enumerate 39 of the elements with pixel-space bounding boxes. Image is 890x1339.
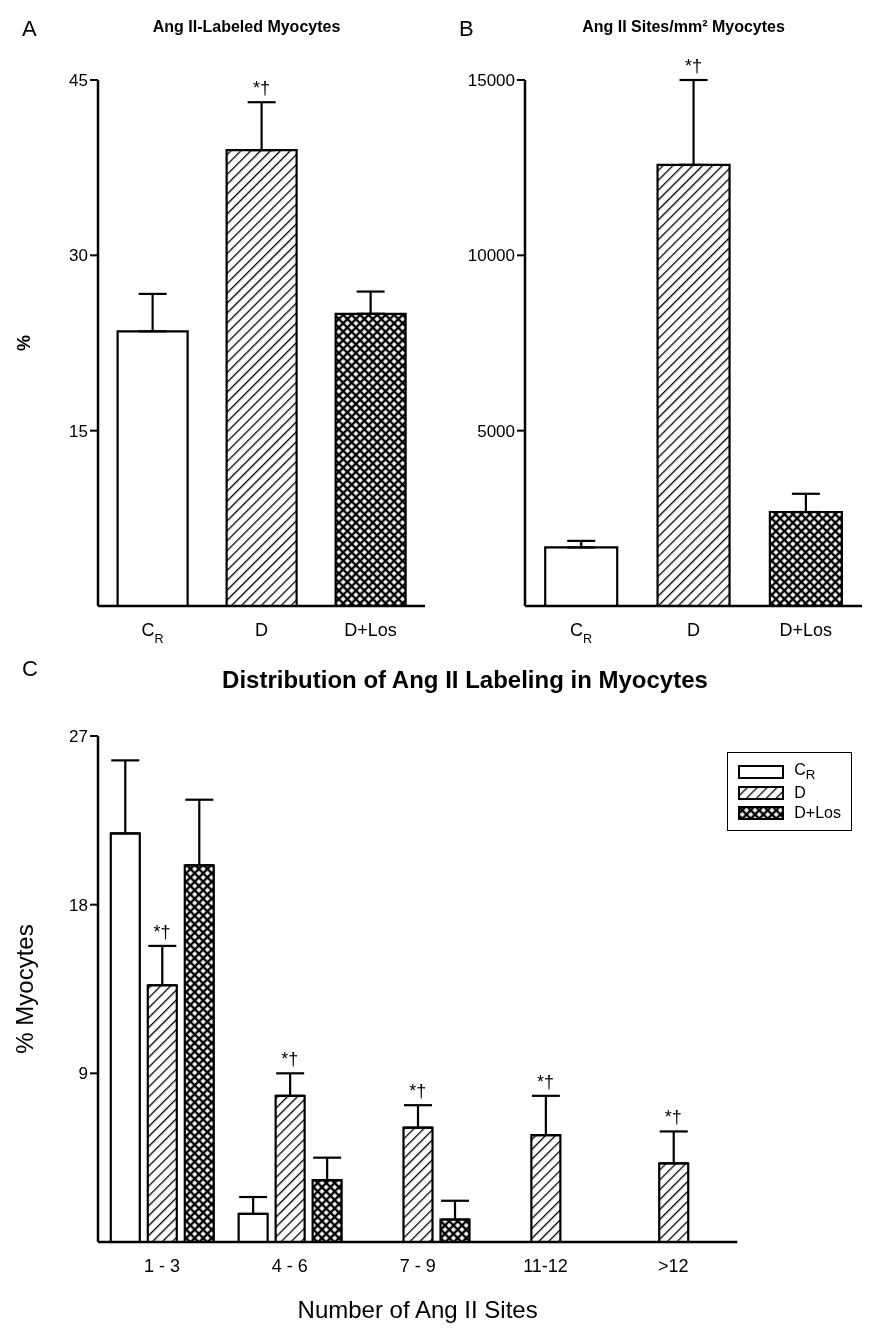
x-tick-label: D — [255, 620, 268, 640]
legend-label: C$_{R}$ — [794, 761, 816, 783]
text: A — [22, 16, 37, 42]
y-tick-label: 27 — [69, 727, 88, 747]
x-tick-label: C$_{R}$ — [141, 620, 164, 646]
x-tick-label: D+Los — [344, 620, 397, 640]
y-axis-title: % — [14, 334, 35, 352]
y-axis-title: % Myocytes — [10, 924, 38, 1054]
annotation: *† — [281, 1049, 299, 1070]
text: C — [22, 656, 38, 682]
annotation: *† — [252, 78, 271, 99]
y-tick-label: 10000 — [467, 246, 515, 266]
x-tick-label: 1 - 3 — [143, 1256, 180, 1276]
y-tick-label: 15 — [69, 421, 88, 441]
y-tick-label: 15000 — [467, 71, 515, 91]
x-tick-label: 11-12 — [523, 1256, 568, 1276]
y-tick-label: 5000 — [477, 421, 515, 441]
y-tick-label: 30 — [69, 246, 88, 266]
legend-label: D+Los — [794, 804, 841, 823]
annotation: *† — [664, 1107, 682, 1128]
chart-title: Distribution of Ang II Labeling in Myocytes — [222, 666, 708, 693]
x-tick-label: D — [687, 620, 700, 640]
y-tick-label: 45 — [69, 71, 88, 91]
x-tick-label: 7 - 9 — [399, 1256, 436, 1276]
legend-label: D — [794, 784, 806, 803]
chart-title: Ang II Sites/mm² Myocytes — [582, 18, 785, 35]
annotation: *† — [537, 1071, 555, 1092]
x-tick-label: 4 - 6 — [271, 1256, 308, 1276]
chart-title: Ang II-Labeled Myocytes — [152, 18, 341, 35]
annotation: *† — [153, 921, 171, 942]
annotation: *† — [409, 1081, 427, 1102]
y-tick-label: 18 — [69, 895, 88, 915]
x-tick-label: D+Los — [779, 620, 833, 640]
x-tick-label: C$_{R}$ — [570, 620, 593, 646]
text: B — [459, 16, 474, 42]
x-axis-title: Number of Ang II Sites — [297, 1296, 538, 1323]
annotation: *† — [684, 56, 703, 76]
x-tick-label: >12 — [658, 1256, 689, 1276]
y-tick-label: 9 — [78, 1064, 88, 1084]
